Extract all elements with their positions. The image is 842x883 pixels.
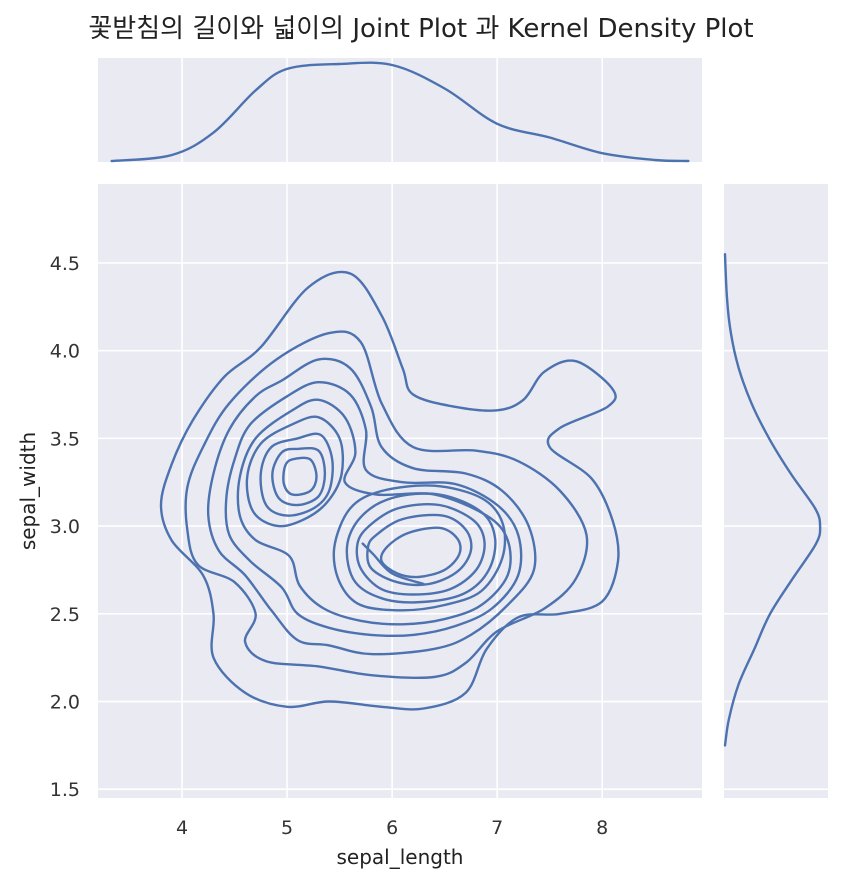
y-tick-label: 2.0 [50,692,80,714]
x-tick-label: 8 [596,817,608,839]
y-tick-label: 4.0 [50,341,80,363]
grid-lines [98,58,828,798]
x-tick-label: 7 [491,817,503,839]
kde-contour-level-7 [259,432,334,517]
kde-contour-level-9 [282,456,318,497]
marginal-x-panel [98,58,702,162]
y-axis-label: sepal_width [16,432,40,550]
y-tick-label: 1.5 [50,779,80,801]
axis-tick-labels: 4 5 6 7 8 1.5 2.0 2.5 3.0 3.5 4.0 4.5 [50,253,608,839]
marginal-x-density-curve [110,61,690,163]
marginal-density-curves [110,61,822,747]
kde-contour-level-10 [332,484,507,612]
marginal-y-density-curve [723,253,822,747]
y-tick-label: 3.0 [50,516,80,538]
kde-contour-level-1 [159,270,620,711]
kde-contours [159,270,620,711]
x-tick-label: 4 [176,817,188,839]
marginal-y-panel [724,184,828,798]
y-tick-label: 2.5 [50,604,80,626]
kde-contour-level-11 [345,492,497,604]
kde-contour-level-3 [206,357,537,656]
kde-contour-level-4 [224,380,523,638]
kde-contour-level-6 [245,415,345,528]
kde-contour-level-14 [379,526,462,579]
joint-panel [98,184,702,798]
kde-contour-level-5 [236,398,512,626]
kde-contour-level-15 [361,542,425,586]
x-tick-label: 5 [281,817,293,839]
kde-contour-level-2 [184,330,589,680]
y-tick-label: 4.5 [50,253,80,275]
kde-contour-level-12 [355,503,486,596]
kde-contour-level-8 [271,446,327,507]
y-tick-label: 3.5 [50,428,80,450]
chart-title: 꽃받침의 길이와 넓이의 Joint Plot 과 Kernel Density… [88,14,753,44]
x-tick-label: 6 [386,817,398,839]
x-axis-label: sepal_length [337,845,464,869]
kde-contour-level-13 [366,513,473,587]
